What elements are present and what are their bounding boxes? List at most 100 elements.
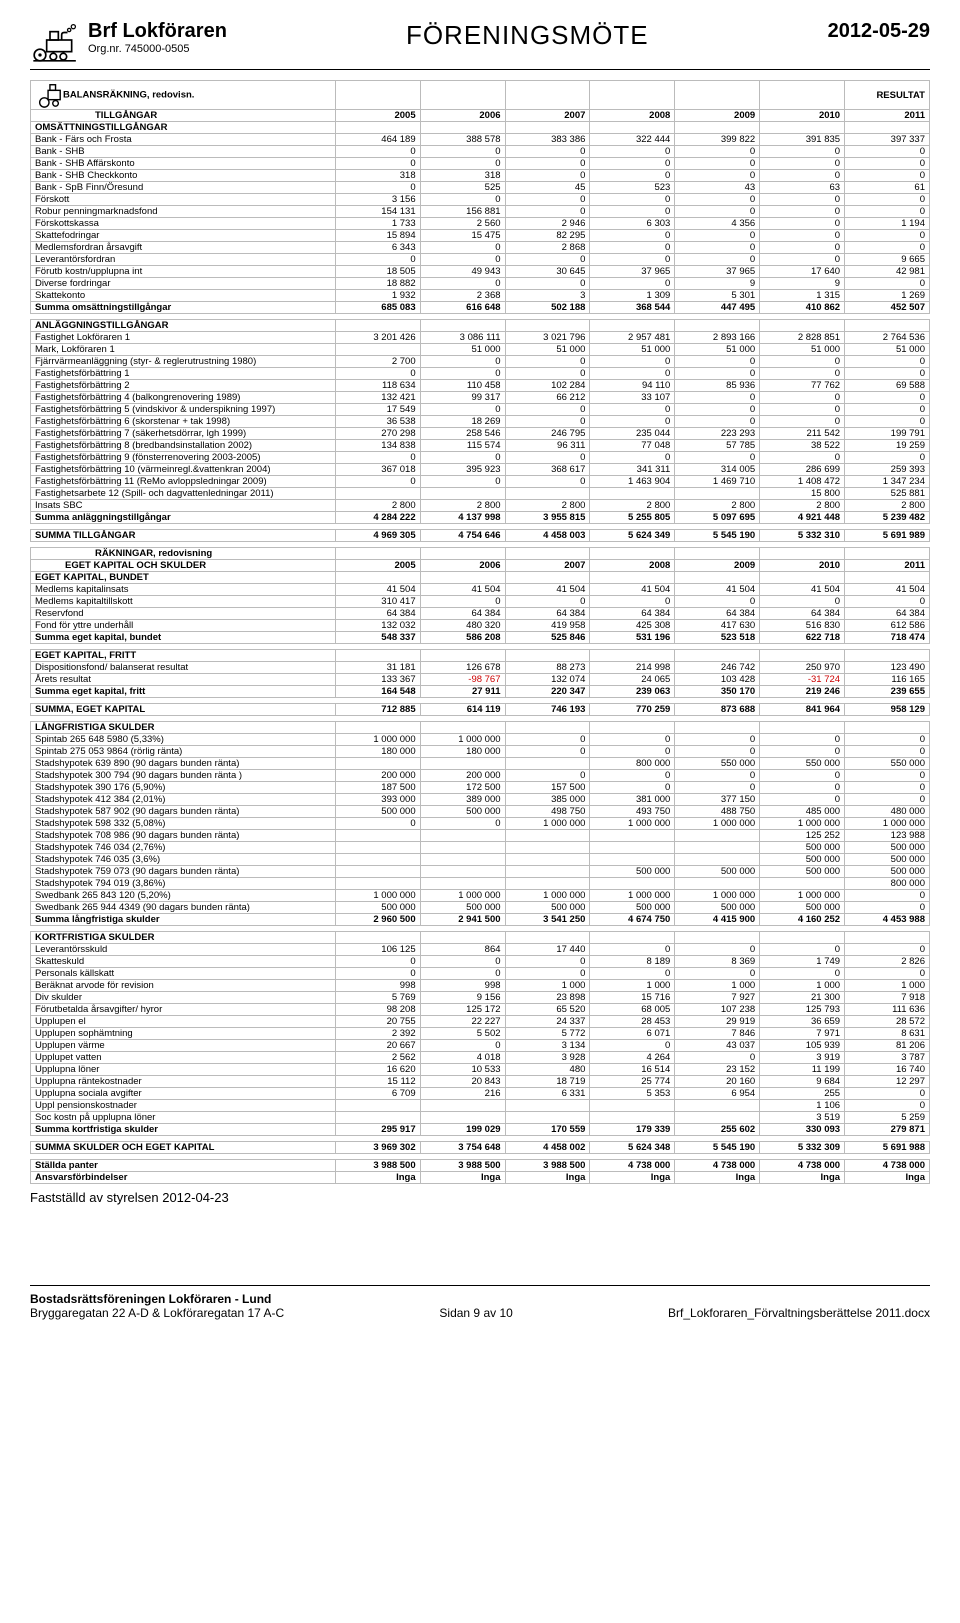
cell-value: 18 505	[335, 266, 420, 278]
cell-value: 1 000 000	[675, 890, 760, 902]
cell-value: 614 119	[420, 704, 505, 716]
cell-value: 0	[505, 170, 590, 182]
cell-value: 0	[335, 956, 420, 968]
cell-value: 57 785	[675, 440, 760, 452]
cell-value: 64 384	[420, 608, 505, 620]
cell-value: 2 800	[675, 500, 760, 512]
cell-value: 0	[505, 746, 590, 758]
cell-value	[505, 722, 590, 734]
cell-value: 0	[505, 770, 590, 782]
cell-value: 718 474	[845, 632, 930, 644]
cell-value: 500 000	[590, 902, 675, 914]
row-label: Leverantörsskuld	[31, 944, 336, 956]
cell-value: 2 800	[590, 500, 675, 512]
cell-value: 0	[675, 206, 760, 218]
cell-value: 179 339	[590, 1124, 675, 1136]
cell-value: 0	[760, 734, 845, 746]
cell-value	[335, 572, 420, 584]
grand-total: SUMMA TILLGÅNGAR	[31, 530, 336, 542]
group-header: ANLÄGGNINGSTILLGÅNGAR	[31, 320, 336, 332]
org-title: Brf Lokföraren	[88, 20, 227, 43]
cell-value: 410 862	[760, 302, 845, 314]
cell-value: 42 981	[845, 266, 930, 278]
cell-value: 0	[760, 368, 845, 380]
cell-value: 500 000	[845, 866, 930, 878]
cell-value	[420, 122, 505, 134]
cell-value: 388 578	[420, 134, 505, 146]
cell-value: 0	[760, 146, 845, 158]
row-label: Spintab 265 648 5980 (5,33%)	[31, 734, 336, 746]
sum-row: Summa anläggningstillgångar	[31, 512, 336, 524]
cell-value: 998	[420, 980, 505, 992]
cell-value: 0	[675, 1052, 760, 1064]
group-header: OMSÄTTNINGSTILLGÅNGAR	[31, 122, 336, 134]
cell-value: 31 181	[335, 662, 420, 674]
cell-value: 485 000	[760, 806, 845, 818]
cell-value: 81 206	[845, 1040, 930, 1052]
cell-value: 38 522	[760, 440, 845, 452]
row-label: Medlemsfordran årsavgift	[31, 242, 336, 254]
cell-value	[760, 122, 845, 134]
cell-value	[335, 932, 420, 944]
cell-value: 550 000	[845, 758, 930, 770]
year-header: TILLGÅNGAR	[31, 110, 336, 122]
row-label: Fastighetsförbättring 6 (skorstenar + ta…	[31, 416, 336, 428]
cell-value: 548 337	[335, 632, 420, 644]
cell-value	[505, 842, 590, 854]
cell-value: 0	[760, 770, 845, 782]
cell-value: 5 691 988	[845, 1142, 930, 1154]
cell-value: 0	[590, 170, 675, 182]
cell-value: 0	[505, 158, 590, 170]
cell-value: 685 083	[335, 302, 420, 314]
cell-value: 43	[675, 182, 760, 194]
cell-value: 500 000	[760, 854, 845, 866]
cell-value	[420, 488, 505, 500]
cell-value: 41 504	[335, 584, 420, 596]
row-label: Dispositionsfond/ balanserat resultat	[31, 662, 336, 674]
cell-value: 958 129	[845, 704, 930, 716]
cell-value: 64 384	[335, 608, 420, 620]
cell-value: 28 572	[845, 1016, 930, 1028]
cell-value: 3 541 250	[505, 914, 590, 926]
cell-value: 0	[845, 356, 930, 368]
cell-value	[590, 722, 675, 734]
cell-value: Inga	[845, 1172, 930, 1184]
cell-value: 0	[335, 368, 420, 380]
cell-value: 9	[675, 278, 760, 290]
cell-value: 1 463 904	[590, 476, 675, 488]
cell-value	[845, 572, 930, 584]
cell-value: 0	[760, 944, 845, 956]
row-label: Bank - SHB	[31, 146, 336, 158]
cell-value	[335, 842, 420, 854]
row-label: Stadshypotek 598 332 (5,08%)	[31, 818, 336, 830]
grand-total: SUMMA, EGET KAPITAL	[31, 704, 336, 716]
cell-value: 23 152	[675, 1064, 760, 1076]
cell-value: 10 533	[420, 1064, 505, 1076]
cell-value: 77 762	[760, 380, 845, 392]
cell-value: 27 911	[420, 686, 505, 698]
cell-value: 214 998	[590, 662, 675, 674]
cell-value: 0	[590, 368, 675, 380]
cell-value	[335, 854, 420, 866]
row-label: Stadshypotek 587 902 (90 dagars bunden r…	[31, 806, 336, 818]
cell-value: 0	[590, 944, 675, 956]
cell-value: 0	[335, 476, 420, 488]
cell-value: 480	[505, 1064, 590, 1076]
cell-value: 5 259	[845, 1112, 930, 1124]
cell-value	[420, 572, 505, 584]
row-label: Upplupna löner	[31, 1064, 336, 1076]
cell-value: 0	[675, 146, 760, 158]
cell-value: 0	[675, 356, 760, 368]
cell-value: 0	[845, 278, 930, 290]
cell-value: 0	[845, 1100, 930, 1112]
cell-value: 500 000	[760, 866, 845, 878]
cell-value: 0	[675, 944, 760, 956]
cell-value: 4 018	[420, 1052, 505, 1064]
row-label: Fastighetsförbättring 4 (balkongrenoveri…	[31, 392, 336, 404]
cell-value: 0	[760, 218, 845, 230]
row-label: Fastighet Lokföraren 1	[31, 332, 336, 344]
cell-value: 286 699	[760, 464, 845, 476]
cell-value: 1 000 000	[760, 818, 845, 830]
meeting-title: FÖRENINGSMÖTE	[406, 20, 649, 51]
row-label: Bank - Färs och Frosta	[31, 134, 336, 146]
